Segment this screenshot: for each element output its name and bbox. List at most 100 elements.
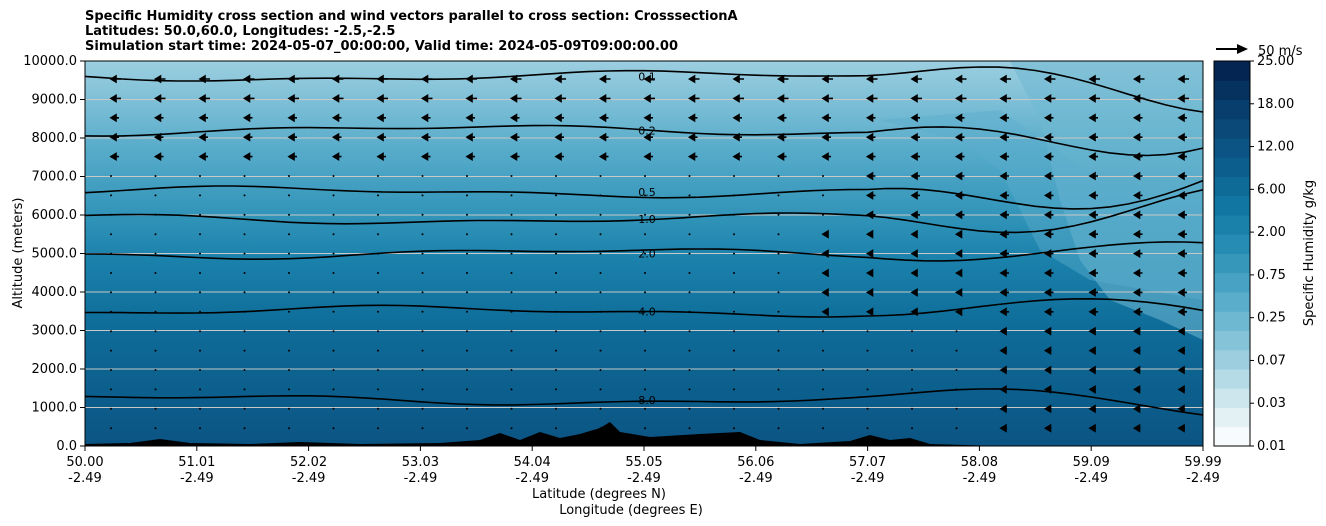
wind-vector bbox=[1132, 287, 1143, 297]
wind-vector bbox=[376, 113, 386, 123]
wind-vector bbox=[999, 190, 1009, 200]
wind-vector bbox=[1132, 423, 1141, 433]
wind-vector bbox=[1088, 384, 1096, 394]
wind-vector bbox=[999, 229, 1009, 239]
wind-vector bbox=[999, 74, 1011, 84]
title-line-2: Latitudes: 50.0,60.0, Longitudes: -2.5,-… bbox=[85, 24, 396, 39]
wind-vector bbox=[331, 93, 344, 103]
wind-vector bbox=[554, 152, 564, 162]
colorbar-tick-label: 12.00 bbox=[1257, 140, 1294, 155]
wind-vector bbox=[999, 365, 1007, 375]
colorbar-swatch bbox=[1214, 426, 1250, 447]
colorbar: 0.01 0.03 0.07 0.25 0.75 2.00 6.00 12.00 18.00 25… bbox=[1213, 54, 1294, 454]
x-tick-label-lat: 54.04 bbox=[514, 455, 551, 470]
wind-vector bbox=[1177, 268, 1187, 278]
y-axis: 0.0 1000.0 2000.0 3000.0 4000.0 5000.0 6000.0 7… bbox=[23, 54, 85, 454]
wind-vector bbox=[198, 113, 208, 123]
wind-vector bbox=[1043, 249, 1054, 259]
x-tick-label-lat: 59.09 bbox=[1073, 455, 1110, 470]
colorbar-swatch bbox=[1214, 80, 1250, 100]
wind-vector bbox=[509, 113, 520, 123]
contour-lines: 0.10.20.51.02.04.08.0 bbox=[85, 66, 1203, 416]
wind-vectors bbox=[109, 74, 1189, 433]
wind-vector bbox=[910, 307, 918, 317]
wind-vector bbox=[999, 93, 1011, 103]
wind-vector bbox=[1088, 93, 1100, 103]
wind-vector bbox=[509, 93, 522, 103]
x-tick-label-lat: 56.06 bbox=[737, 455, 774, 470]
wind-vector bbox=[643, 113, 653, 123]
wind-vector bbox=[1088, 190, 1098, 200]
wind-vector bbox=[954, 268, 963, 278]
wind-vector bbox=[1043, 152, 1054, 162]
wind-vector bbox=[821, 152, 831, 162]
wind-vector bbox=[910, 268, 918, 278]
wind-vector bbox=[376, 132, 386, 142]
wind-vector bbox=[1177, 132, 1187, 142]
wind-vector bbox=[999, 287, 1009, 297]
wind-vector bbox=[1132, 210, 1143, 220]
x-tick-label-lat: 51.01 bbox=[178, 455, 215, 470]
x-tick-label-lon: -2.49 bbox=[851, 471, 885, 486]
wind-vector bbox=[1177, 307, 1187, 317]
wind-vector bbox=[287, 93, 299, 103]
wind-vector bbox=[109, 93, 121, 103]
wind-vector bbox=[1132, 326, 1141, 336]
wind-vector bbox=[1043, 171, 1054, 181]
wind-vector bbox=[999, 384, 1007, 394]
wind-vector bbox=[598, 132, 609, 142]
wind-vector bbox=[153, 74, 166, 84]
contour-label: 2.0 bbox=[638, 248, 656, 261]
colorbar-tick-label: 0.01 bbox=[1257, 439, 1286, 454]
wind-vector bbox=[287, 152, 297, 162]
colorbar-swatch bbox=[1214, 234, 1250, 254]
wind-vector bbox=[1088, 152, 1098, 162]
wind-vector bbox=[420, 132, 431, 142]
y-tick-label: 2000.0 bbox=[32, 362, 78, 377]
wind-vector bbox=[910, 93, 922, 103]
wind-vector bbox=[465, 132, 475, 142]
y-tick-label: 6000.0 bbox=[32, 208, 78, 223]
wind-vector bbox=[954, 190, 965, 200]
x-tick-label-lon: -2.49 bbox=[627, 471, 661, 486]
wind-vector bbox=[1177, 93, 1189, 103]
colorbar-swatch bbox=[1214, 195, 1250, 216]
x-tick-label-lon: -2.49 bbox=[1074, 471, 1108, 486]
colorbar-swatch bbox=[1214, 253, 1250, 274]
colorbar-swatch bbox=[1214, 407, 1250, 428]
x-axis-label-latitude: Latitude (degrees N) bbox=[532, 487, 666, 502]
wind-vector bbox=[331, 152, 342, 162]
wind-vector bbox=[999, 171, 1009, 181]
wind-vector bbox=[1088, 74, 1100, 84]
colorbar-tick-label: 18.00 bbox=[1257, 97, 1294, 112]
quiver-key: 50 m/s bbox=[1216, 44, 1303, 59]
x-tick-label-lat: 53.03 bbox=[402, 455, 439, 470]
title-line-1: Specific Humidity cross section and wind… bbox=[85, 9, 738, 24]
wind-vector bbox=[999, 423, 1007, 433]
wind-vector bbox=[954, 307, 963, 317]
wind-vector bbox=[1177, 346, 1185, 356]
wind-vector bbox=[109, 74, 121, 84]
wind-vector bbox=[1088, 229, 1098, 239]
gridlines bbox=[85, 99, 1203, 408]
wind-vector bbox=[1043, 132, 1054, 142]
wind-vector bbox=[865, 152, 876, 162]
wind-vector bbox=[554, 93, 566, 103]
colorbar-label: Specific Humidity g/kg bbox=[1302, 180, 1317, 326]
wind-vector bbox=[598, 93, 611, 103]
wind-vector bbox=[821, 229, 829, 239]
wind-vector bbox=[1088, 171, 1098, 181]
wind-vector bbox=[1043, 365, 1052, 375]
wind-vector bbox=[910, 74, 922, 84]
x-tick-label-lat: 50.00 bbox=[66, 455, 103, 470]
wind-vector bbox=[1132, 229, 1143, 239]
wind-vector bbox=[1132, 171, 1143, 181]
wind-vector bbox=[198, 152, 208, 162]
wind-vector bbox=[954, 152, 965, 162]
wind-vector bbox=[776, 113, 787, 123]
x-tick-label-lon: -2.49 bbox=[515, 471, 549, 486]
wind-vector bbox=[954, 113, 965, 123]
wind-vector bbox=[1043, 307, 1054, 317]
wind-vector bbox=[732, 93, 744, 103]
quiver-key-label: 50 m/s bbox=[1258, 44, 1303, 59]
